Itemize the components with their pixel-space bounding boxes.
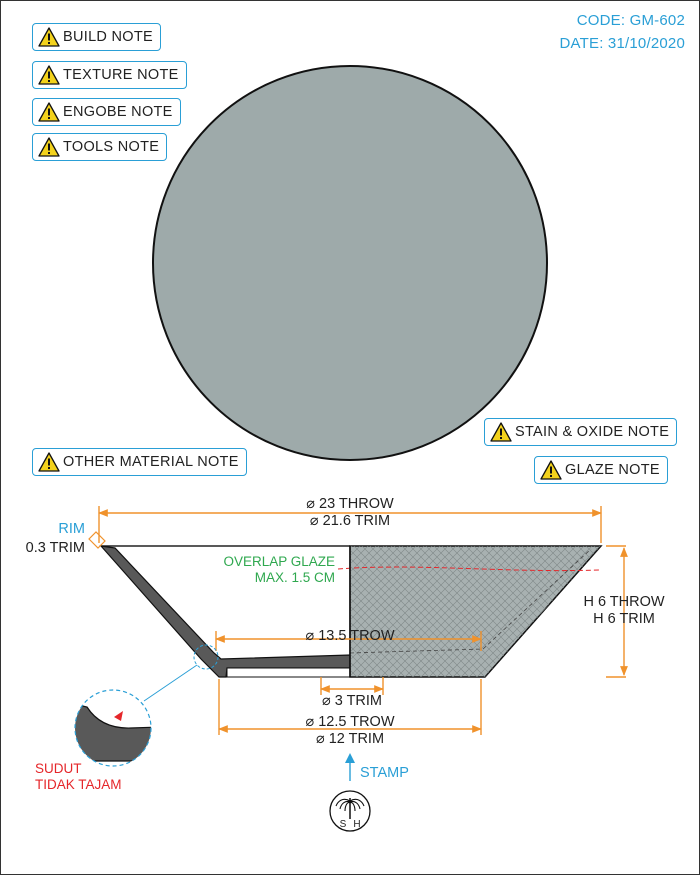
detail-note-tidak-tajam: TIDAK TAJAM bbox=[35, 777, 122, 792]
glaze-note-label: GLAZE NOTE bbox=[565, 462, 660, 478]
corner-detail bbox=[74, 644, 219, 767]
dim-foot-trim: ⌀ 3 TRIM bbox=[322, 693, 382, 709]
bowl-top-view bbox=[152, 65, 548, 461]
warning-icon bbox=[38, 102, 60, 122]
bowl-section-left bbox=[99, 545, 351, 678]
warning-icon bbox=[38, 27, 60, 47]
dim-inner-trow: ⌀ 13.5 TROW bbox=[305, 628, 394, 644]
height-throw: H 6 THROW bbox=[583, 594, 664, 610]
texture-note-button[interactable]: TEXTURE NOTE bbox=[32, 61, 187, 89]
build-note-button[interactable]: BUILD NOTE bbox=[32, 23, 162, 51]
glaze-note-button[interactable]: GLAZE NOTE bbox=[534, 456, 668, 484]
tools-note-label: TOOLS NOTE bbox=[63, 139, 160, 155]
warning-icon bbox=[38, 452, 60, 472]
bowl-section-right bbox=[337, 545, 603, 678]
drawing-code: CODE: GM-602 bbox=[576, 12, 685, 29]
detail-note-sudut: SUDUT bbox=[35, 761, 82, 776]
engobe-note-label: ENGOBE NOTE bbox=[63, 104, 173, 120]
build-note-label: BUILD NOTE bbox=[63, 29, 154, 45]
dim-top-throw: ⌀ 23 THROW bbox=[306, 496, 394, 512]
other-material-note-button[interactable]: OTHER MATERIAL NOTE bbox=[32, 448, 247, 476]
drawing-date: DATE: 31/10/2020 bbox=[559, 35, 685, 52]
texture-note-label: TEXTURE NOTE bbox=[63, 67, 179, 83]
other-material-note-label: OTHER MATERIAL NOTE bbox=[63, 454, 239, 470]
dim-base-trim: ⌀ 12 TRIM bbox=[316, 731, 384, 747]
stamp-label: STAMP bbox=[360, 765, 409, 781]
stain-oxide-note-button[interactable]: STAIN & OXIDE NOTE bbox=[484, 418, 678, 446]
dimension-lines bbox=[88, 506, 628, 735]
warning-icon bbox=[38, 65, 60, 85]
warning-icon bbox=[540, 460, 562, 480]
engobe-note-button[interactable]: ENGOBE NOTE bbox=[32, 98, 181, 126]
rim-trim: 0.3 TRIM bbox=[26, 540, 85, 556]
overlap-glaze-label: OVERLAP GLAZE bbox=[223, 554, 335, 569]
stain-oxide-note-label: STAIN & OXIDE NOTE bbox=[515, 424, 670, 440]
overlap-glaze-max: MAX. 1.5 CM bbox=[255, 570, 335, 585]
height-trim: H 6 TRIM bbox=[593, 611, 655, 627]
dim-top-trim: ⌀ 21.6 TRIM bbox=[310, 513, 390, 529]
warning-icon bbox=[38, 137, 60, 157]
warning-icon bbox=[490, 422, 512, 442]
tools-note-button[interactable]: TOOLS NOTE bbox=[32, 133, 168, 161]
stamp-mark bbox=[329, 790, 371, 832]
stamp-letter-h: H bbox=[353, 819, 360, 830]
dim-base-trow: ⌀ 12.5 TROW bbox=[305, 714, 394, 730]
stamp-letter-s: S bbox=[340, 819, 347, 830]
rim-label: RIM bbox=[58, 521, 85, 537]
stamp-arrow bbox=[345, 753, 355, 781]
